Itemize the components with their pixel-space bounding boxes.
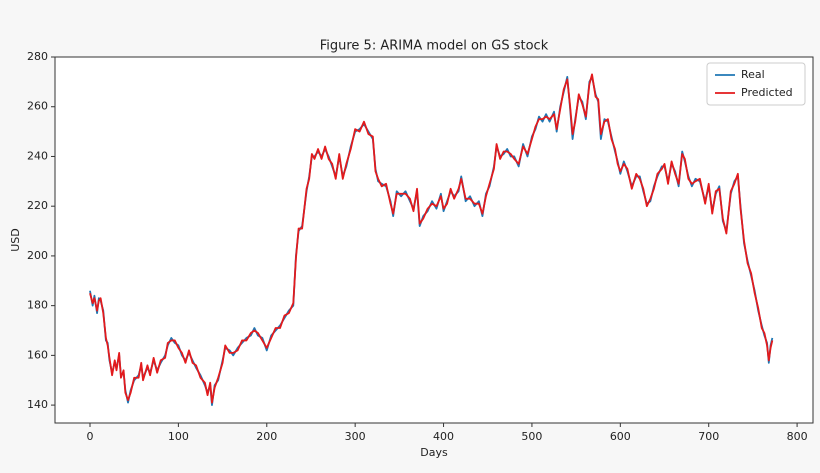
y-tick-label: 280 xyxy=(27,50,48,63)
x-tick-label: 0 xyxy=(87,430,94,443)
y-tick-label: 220 xyxy=(27,199,48,212)
legend-label: Real xyxy=(741,68,765,81)
x-tick-label: 700 xyxy=(698,430,719,443)
x-tick-label: 400 xyxy=(433,430,454,443)
line-series xyxy=(89,73,774,404)
y-tick-label: 260 xyxy=(27,100,48,113)
x-tick-label: 200 xyxy=(256,430,277,443)
x-tick-label: 500 xyxy=(521,430,542,443)
x-tick-label: 100 xyxy=(168,430,189,443)
plot-area xyxy=(54,56,814,424)
legend-box xyxy=(706,62,806,106)
y-tick-label: 140 xyxy=(27,398,48,411)
y-tick-label: 160 xyxy=(27,348,48,361)
x-tick-label: 300 xyxy=(345,430,366,443)
chart-title: Figure 5: ARIMA model on GS stock xyxy=(320,39,549,54)
y-tick-label: 200 xyxy=(27,249,48,262)
y-tick-label: 240 xyxy=(27,149,48,162)
x-axis-label: Days xyxy=(420,446,448,459)
x-tick-label: 600 xyxy=(610,430,631,443)
x-tick-label: 800 xyxy=(787,430,808,443)
y-tick-label: 180 xyxy=(27,299,48,312)
y-axis-label: USD xyxy=(9,228,22,252)
legend-label: Predicted xyxy=(741,86,793,99)
